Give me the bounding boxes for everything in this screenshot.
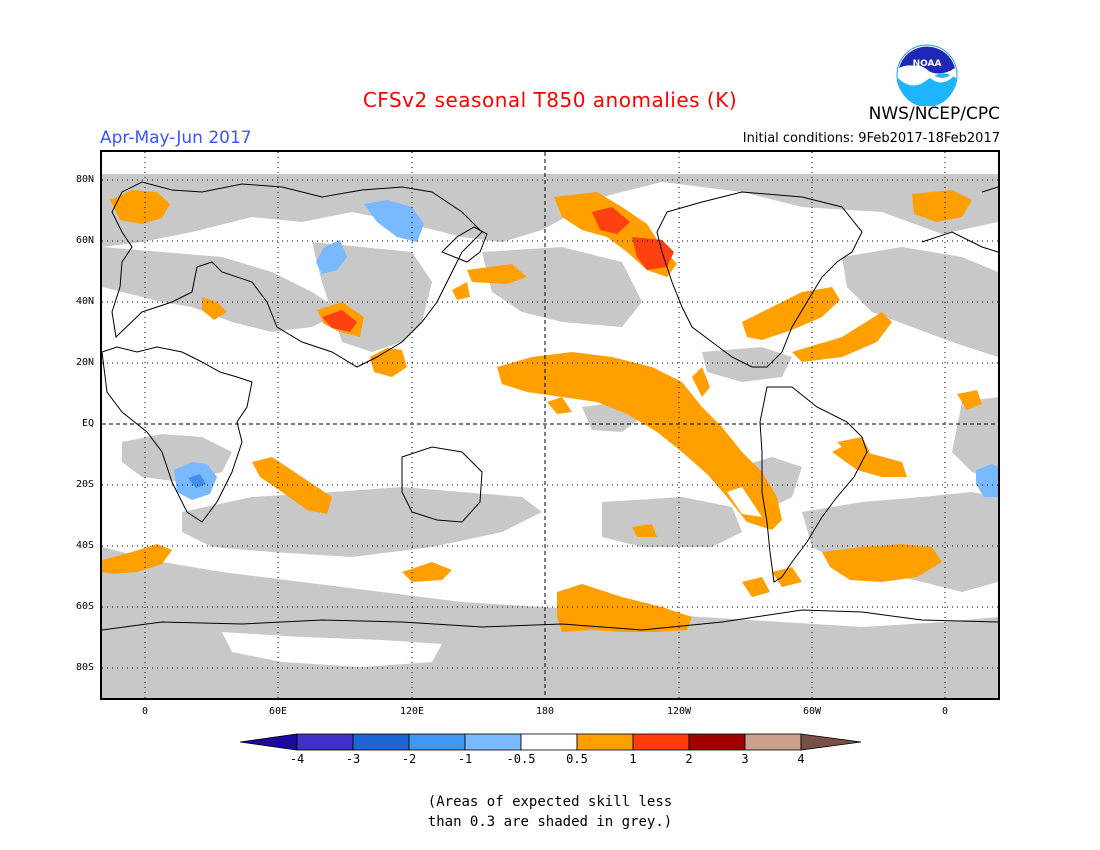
lat-label-80s: 80S [75, 662, 94, 673]
colorbar-label-4: 4 [797, 752, 805, 766]
colorbar-cell-1-2 [632, 733, 690, 751]
colorbar-cell-minus2-minus1 [408, 733, 466, 751]
colorbar-label-minus05: -0.5 [506, 752, 536, 766]
lon-label-120w: 120W [666, 706, 692, 717]
lon-label-60w: 60W [802, 706, 822, 717]
initial-conditions: Initial conditions: 9Feb2017-18Feb2017 [742, 131, 1000, 146]
lat-label-40n: 40N [75, 296, 94, 307]
colorbar-label-3: 3 [741, 752, 749, 766]
colorbar-cell-below-4 [240, 733, 298, 751]
lat-label-20s: 20S [75, 479, 94, 490]
colorbar-cell-05-1 [576, 733, 634, 751]
lon-label-0-right: 0 [941, 706, 949, 717]
lon-label-120e: 120E [399, 706, 425, 717]
graticule [102, 152, 998, 698]
lat-label-20n: 20N [75, 357, 94, 368]
negative-anomaly-blue-regions [174, 200, 998, 500]
anomaly-map [100, 150, 1000, 700]
colorbar-label-05: 0.5 [566, 752, 588, 766]
season-label: Apr-May-Jun 2017 [100, 128, 252, 148]
colorbar-label-minus1: -1 [457, 752, 473, 766]
noaa-logo: NOAA [896, 44, 958, 106]
lat-label-80n: 80N [75, 174, 94, 185]
colorbar-cell-3-4 [744, 733, 802, 751]
skill-note-line2: than 0.3 are shaded in grey.) [427, 814, 673, 830]
colorbar-cell-minus1-minus05 [464, 733, 522, 751]
colorbar-cell-minus4-minus3 [296, 733, 354, 751]
lat-label-eq: EQ [81, 418, 94, 429]
source-label: NWS/NCEP/CPC [868, 104, 1000, 124]
lat-label-60n: 60N [75, 235, 94, 246]
lon-label-180: 180 [535, 706, 555, 717]
colorbar-label-2: 2 [685, 752, 693, 766]
lon-label-0: 0 [141, 706, 149, 717]
lat-label-60s: 60S [75, 601, 94, 612]
skill-note-line1: (Areas of expected skill less [427, 794, 673, 810]
colorbar-label-minus2: -2 [401, 752, 417, 766]
colorbar-cell-neutral [520, 733, 578, 751]
colorbar-label-minus3: -3 [345, 752, 361, 766]
colorbar-cell-minus3-minus2 [352, 733, 410, 751]
lat-label-40s: 40S [75, 540, 94, 551]
coastlines [102, 181, 998, 631]
colorbar-label-1: 1 [629, 752, 637, 766]
colorbar-cell-above-4 [800, 733, 862, 751]
noaa-logo-text: NOAA [913, 59, 942, 69]
colorbar-cell-2-3 [688, 733, 746, 751]
positive-anomaly-red-regions [322, 207, 674, 332]
low-skill-grey-regions [102, 174, 998, 698]
map-title: CFSv2 seasonal T850 anomalies (K) [362, 88, 738, 112]
lon-label-60e: 60E [268, 706, 288, 717]
colorbar [240, 733, 862, 751]
equator-and-dateline [102, 152, 998, 698]
skill-note: (Areas of expected skill less than 0.3 a… [0, 792, 1100, 832]
colorbar-label-minus4: -4 [289, 752, 305, 766]
